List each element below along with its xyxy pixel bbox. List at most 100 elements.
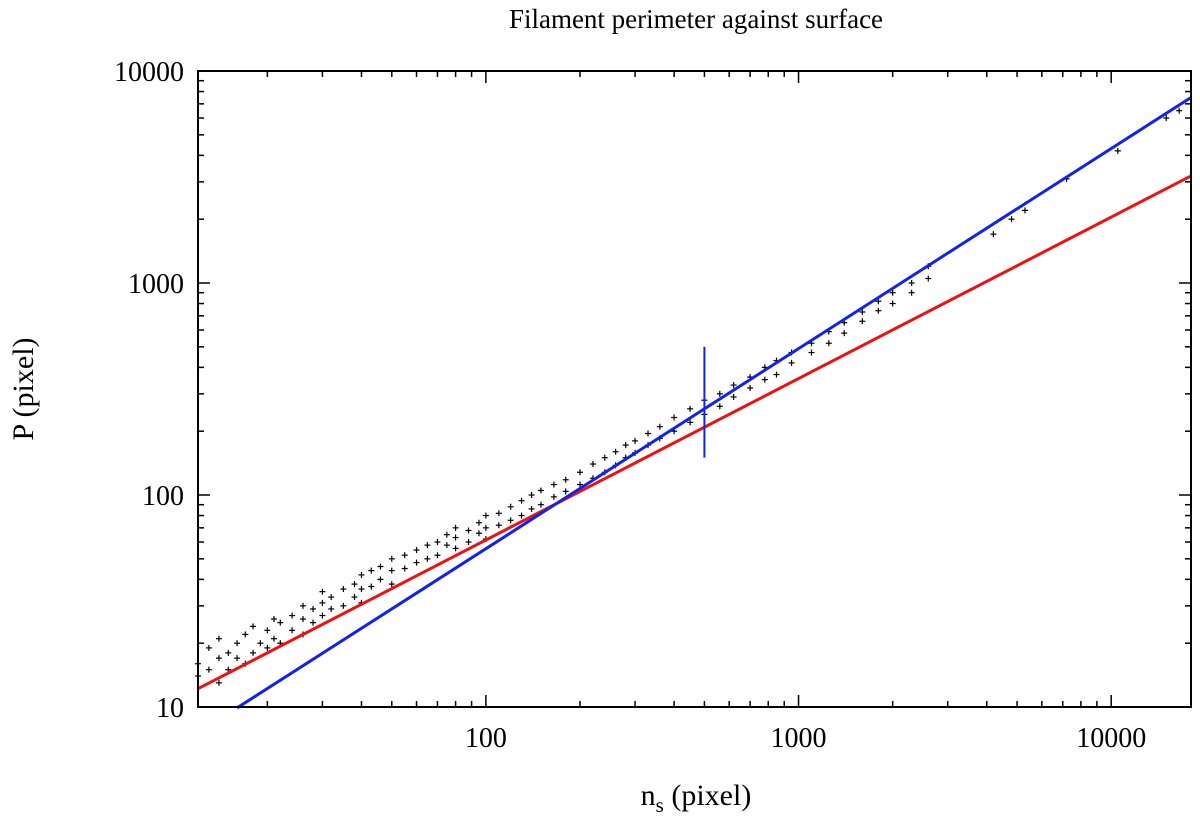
data-point: [205, 644, 212, 651]
data-point: [475, 530, 482, 537]
data-point: [687, 405, 694, 412]
data-point: [1163, 115, 1170, 122]
data-point: [264, 627, 271, 634]
data-point: [550, 481, 557, 488]
data-point: [368, 567, 375, 574]
data-point: [761, 376, 768, 383]
data-point: [622, 442, 629, 449]
data-point: [250, 649, 257, 656]
data-point: [264, 644, 271, 651]
data-point: [632, 437, 639, 444]
data-point: [482, 512, 489, 519]
data-point: [577, 469, 584, 476]
data-point: [319, 588, 326, 595]
data-point: [319, 612, 326, 619]
data-point: [908, 289, 915, 296]
data-point: [528, 505, 535, 512]
y-tick-label: 100: [142, 481, 184, 512]
data-point: [340, 602, 347, 609]
data-point: [716, 390, 723, 397]
data-point: [340, 586, 347, 593]
data-point: [270, 635, 277, 642]
data-point: [716, 403, 723, 410]
data-point: [908, 280, 915, 286]
data-point: [215, 635, 222, 642]
data-point: [788, 359, 795, 366]
x-tick-label: 1000: [771, 723, 827, 754]
data-point: [601, 454, 608, 461]
data-point: [358, 586, 365, 593]
data-point: [377, 563, 384, 570]
data-point: [424, 555, 431, 562]
data-point: [234, 655, 241, 662]
data-point: [612, 448, 619, 455]
data-point: [537, 487, 544, 494]
data-point: [528, 492, 535, 498]
data-point: [825, 340, 832, 347]
y-tick-label: 10: [156, 693, 184, 724]
data-point: [242, 631, 249, 638]
data-point: [875, 307, 882, 314]
data-point: [299, 616, 306, 623]
data-point: [925, 275, 932, 282]
data-point: [889, 289, 896, 296]
data-point: [518, 512, 525, 519]
data-point: [730, 393, 737, 400]
data-point: [859, 318, 866, 325]
x-tick-label: 10000: [1076, 723, 1146, 754]
data-point: [773, 371, 780, 378]
data-point: [507, 517, 514, 524]
data-point: [1114, 147, 1121, 154]
data-point: [589, 461, 596, 468]
data-point: [562, 476, 569, 483]
data-point: [388, 567, 395, 574]
data-point: [465, 527, 472, 534]
data-point: [413, 547, 420, 554]
chart-title: Filament perimeter against surface: [509, 4, 883, 34]
data-point: [495, 522, 502, 529]
data-point: [234, 640, 241, 647]
data-point: [225, 649, 232, 656]
data-point: [859, 308, 866, 315]
data-point: [443, 531, 450, 538]
fit-low-line: [197, 174, 1192, 691]
data-point: [562, 488, 569, 495]
x-tick-label: 100: [465, 723, 507, 754]
data-point: [495, 510, 502, 517]
data-point: [443, 542, 450, 549]
x-axis-label-main: n: [641, 779, 656, 812]
data-point: [319, 599, 326, 606]
data-point: [730, 382, 737, 389]
data-point: [388, 555, 395, 562]
data-point: [808, 349, 815, 356]
data-point: [687, 419, 694, 426]
data-point: [270, 616, 277, 623]
data-point: [1008, 216, 1015, 223]
data-point: [507, 503, 514, 510]
data-point: [250, 623, 257, 630]
data-point: [518, 497, 525, 504]
x-axis-label-subscript: s: [656, 793, 664, 817]
data-point: [452, 534, 459, 541]
data-point: [990, 231, 997, 238]
data-point: [747, 384, 754, 391]
data-point: [841, 330, 848, 337]
data-point: [434, 552, 441, 559]
data-point: [205, 666, 212, 673]
data-point: [377, 576, 384, 583]
data-point: [215, 655, 222, 662]
axis-ticks: 100 1000 10000 10 100 1000 10000: [114, 57, 1191, 754]
data-point: [368, 583, 375, 590]
data-point: [351, 581, 358, 588]
data-point: [289, 612, 296, 619]
x-axis-label-suffix: (pixel): [664, 779, 751, 812]
data-point: [537, 501, 544, 508]
data-point: [401, 565, 408, 572]
data-point: [452, 524, 459, 531]
data-point: [328, 594, 335, 601]
data-point: [577, 481, 584, 488]
data-point: [351, 594, 358, 601]
data-point: [257, 640, 264, 647]
data-point: [1021, 207, 1028, 214]
